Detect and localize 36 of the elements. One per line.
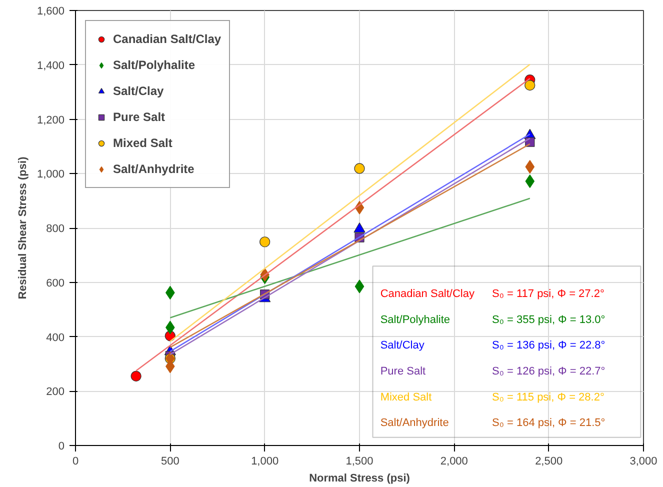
legend-label: Salt/Anhydrite (113, 162, 194, 176)
legend-label: Salt/Polyhalite (113, 58, 196, 72)
text: Mixed Salt S₀ = 115 psi, Φ = 28.2° (380, 391, 604, 404)
y-axis-title: Residual Shear Stress (psi) (16, 156, 29, 300)
legend-label: Mixed Salt (113, 136, 172, 150)
x-axis-title: Normal Stress (psi) (309, 472, 410, 484)
point (525, 160, 535, 174)
x-tick-label: 2,000 (440, 456, 468, 468)
text: Salt/Polyhalite S₀ = 355 psi, Φ = 13.0° (380, 314, 606, 326)
point (524, 80, 536, 91)
y-tick-label: 1,600 (36, 6, 65, 18)
text: Salt/Anhydrite S₀ = 164 psi, Φ = 21.5° (380, 417, 606, 430)
x-tick-label: 1,500 (346, 456, 374, 468)
text: Pure Salt S₀ = 126 psi, Φ = 22.7° (380, 366, 606, 378)
legend-label: Canadian Salt/Clay (113, 32, 222, 46)
point (130, 370, 142, 382)
x-tick-label: 2,500 (535, 456, 563, 468)
y-tick-label: 400 (46, 332, 65, 344)
y-tick-label: 800 (46, 223, 65, 235)
y-tick-label: 200 (46, 386, 65, 398)
x-tick-label: 3,000 (630, 456, 658, 468)
y-tick-label: 600 (46, 277, 65, 290)
x-tick-label: 1,000 (251, 456, 279, 468)
x-tick-label: 0 (72, 456, 79, 468)
y-tick-label: 1,000 (36, 168, 65, 181)
point (260, 236, 270, 248)
legend-label: Pure Salt (113, 110, 166, 124)
point (354, 280, 364, 294)
y-tick-label: 0 (58, 440, 65, 452)
x-tick-label: 500 (160, 456, 180, 468)
point (354, 163, 365, 174)
text: Salt/Clay S₀ = 136 psi, Φ = 22.8° (380, 340, 606, 352)
y-tick-label: 1,200 (36, 114, 65, 126)
legend-label: Salt/Clay (113, 84, 164, 98)
y-tick-label: 1,400 (36, 60, 65, 72)
text: Canadian Salt/Clay S₀ = 117 psi, Φ = 27.2° (380, 288, 604, 300)
